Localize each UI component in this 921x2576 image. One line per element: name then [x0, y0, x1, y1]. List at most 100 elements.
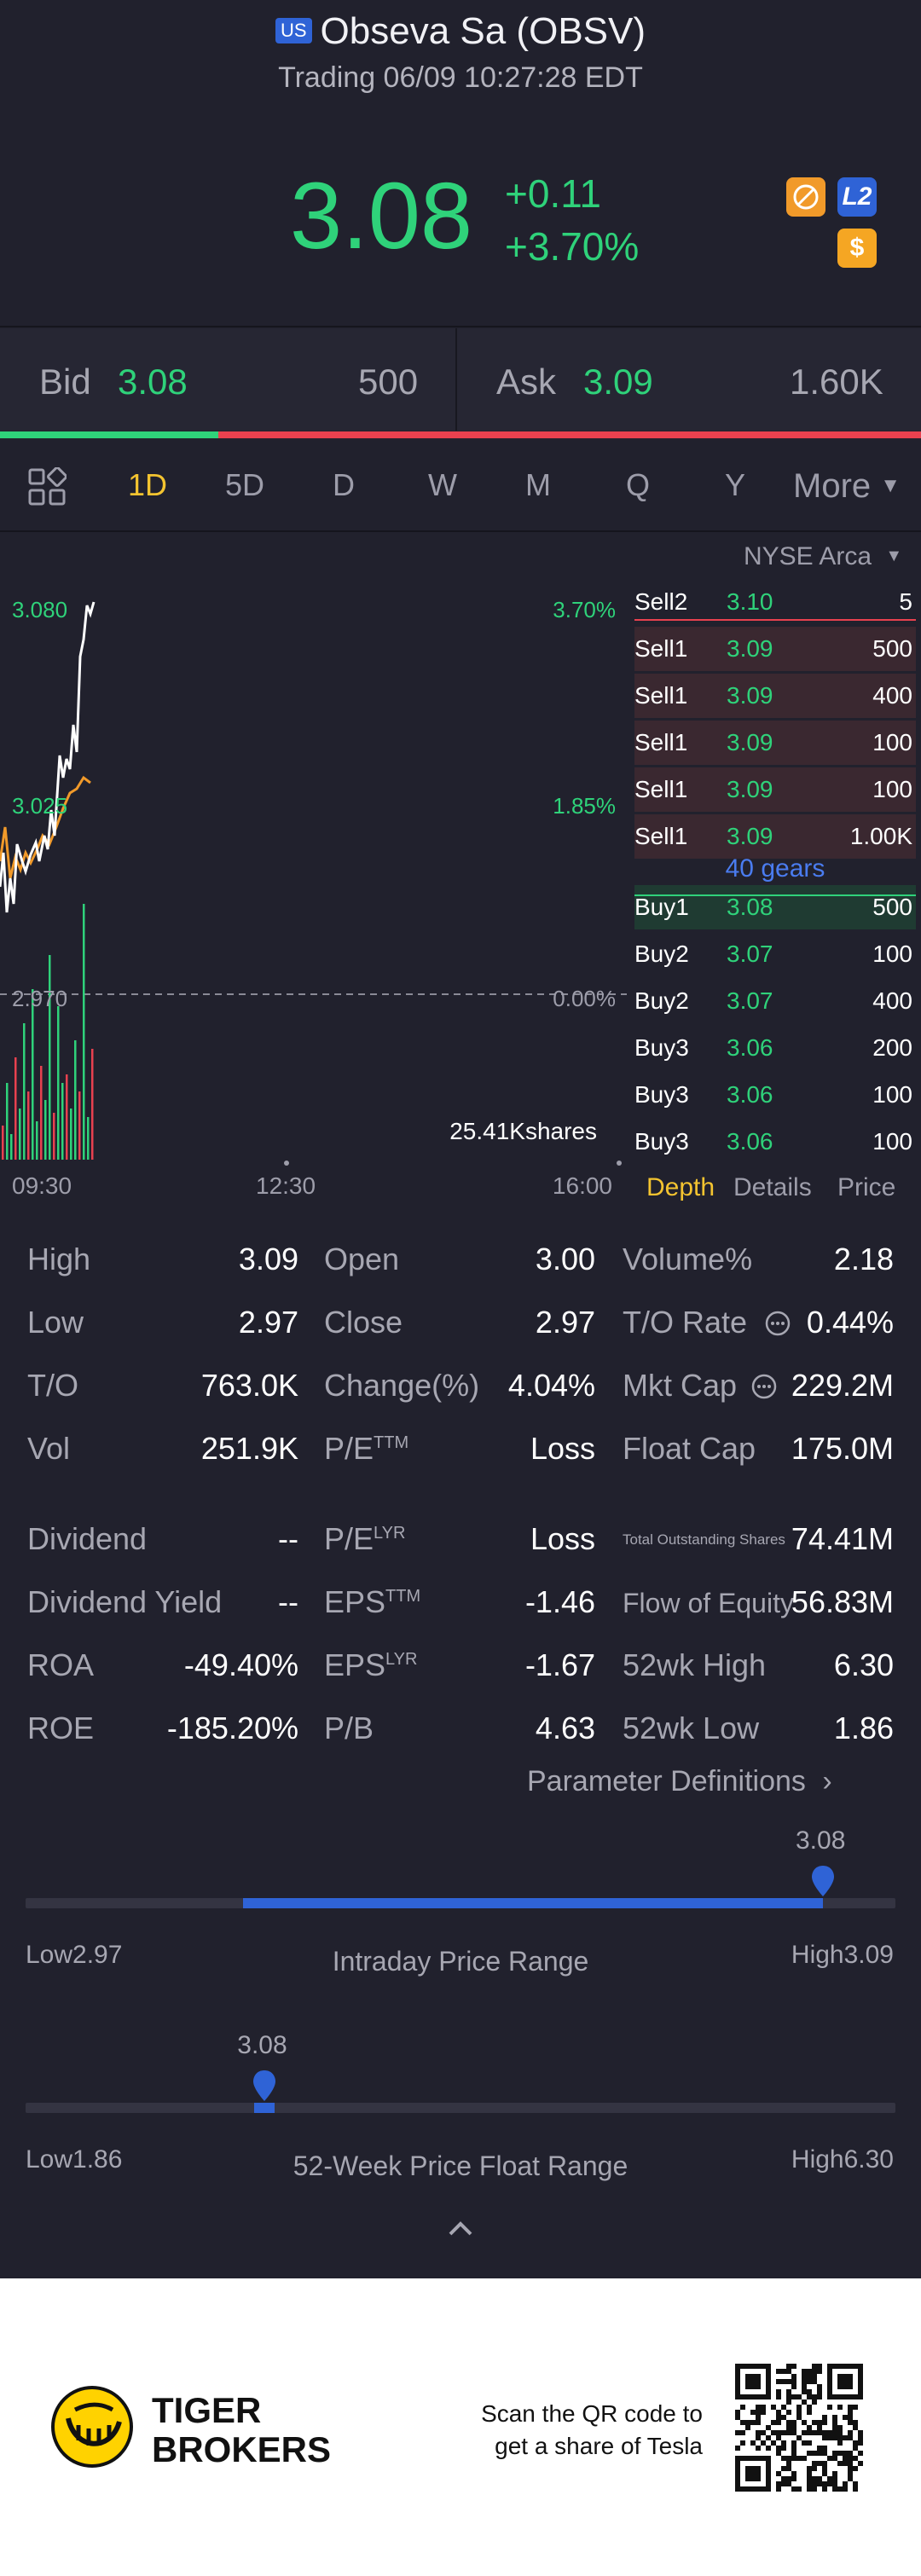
- stat-high-label: High: [27, 1242, 91, 1276]
- promo-line-2: get a share of Tesla: [495, 2433, 703, 2459]
- order-size: 1.00K: [849, 823, 912, 849]
- trading-status: Trading 06/09 10:27:28 EDT: [278, 61, 643, 94]
- stat-dividend-value: --: [278, 1521, 298, 1556]
- last-price: 3.08: [290, 164, 473, 269]
- sell-order-row: Sell1 3.09 500: [634, 627, 916, 671]
- ask-strength-bar: [218, 431, 921, 438]
- chevron-down-icon: ▼: [885, 547, 903, 565]
- bid-price: 3.08: [118, 362, 188, 402]
- tab-details[interactable]: Details: [733, 1173, 812, 1201]
- level2-icon[interactable]: L2: [837, 177, 877, 217]
- stat-float-cap-value: 175.0M: [791, 1431, 894, 1466]
- order-price: 3.09: [727, 823, 773, 849]
- eps-label: EPS: [324, 1647, 386, 1682]
- 52wk-range-track: [26, 2103, 895, 2113]
- sell-divider: [634, 619, 916, 621]
- no-short-icon[interactable]: [786, 177, 825, 217]
- average-price-line: [0, 775, 91, 879]
- bid-ask-divider: [455, 328, 457, 431]
- 52wk-high: High6.30: [791, 2145, 894, 2174]
- price-change: +0.11: [505, 171, 601, 216]
- stat-roa-value: -49.40%: [183, 1647, 298, 1682]
- tab-price[interactable]: Price: [837, 1173, 896, 1201]
- volume-bar: [14, 1057, 17, 1160]
- pct-axis-mid: 1.85%: [553, 793, 616, 819]
- tab-depth[interactable]: Depth: [646, 1173, 715, 1201]
- tab-y[interactable]: Y: [725, 467, 746, 502]
- brand-name: TIGER BROKERS: [152, 2391, 331, 2469]
- y-axis-low: 2.970: [12, 986, 67, 1011]
- collapse-chevron-up-icon[interactable]: [443, 2215, 478, 2245]
- stat-dividend-label: Dividend: [27, 1521, 148, 1556]
- stat-pe-lyr-value: Loss: [530, 1521, 595, 1556]
- exchange-selector[interactable]: NYSE Arca ▼: [744, 542, 902, 571]
- stat-52wk-low-label: 52wk Low: [623, 1711, 760, 1745]
- time-start: 09:30: [12, 1172, 72, 1199]
- stat-vol-label: Vol: [27, 1431, 71, 1466]
- order-level: Buy3: [634, 1081, 689, 1108]
- order-level: Buy3: [634, 1128, 689, 1155]
- order-price: 3.09: [727, 635, 773, 662]
- more-info-icon[interactable]: [764, 1310, 791, 1341]
- exchange-name: NYSE Arca: [744, 542, 872, 570]
- tab-more[interactable]: More ▼: [793, 467, 901, 506]
- parameter-definitions-link[interactable]: Parameter Definitions ›: [527, 1765, 832, 1798]
- volume-bar: [53, 1113, 55, 1160]
- tab-m[interactable]: M: [525, 467, 551, 502]
- qr-code-icon: [735, 2364, 863, 2496]
- order-price: 3.10: [727, 588, 773, 615]
- stat-52wk-high-value: 6.30: [833, 1647, 894, 1682]
- eps-label: EPS: [324, 1584, 386, 1619]
- tiger-logo-icon: [49, 2384, 135, 2474]
- time-tick: [284, 1161, 289, 1166]
- parameter-definitions-label: Parameter Definitions: [527, 1765, 806, 1797]
- sell-order-row: Sell2 3.10 5: [634, 580, 916, 624]
- order-size: 200: [872, 1034, 912, 1061]
- buy-order-row: Buy3 3.06 200: [634, 1026, 916, 1070]
- buy-order-row: Buy3 3.06 100: [634, 1120, 916, 1164]
- stat-eps-ttm-value: -1.46: [524, 1584, 595, 1619]
- brand-line-2: BROKERS: [152, 2429, 332, 2469]
- order-price: 3.08: [727, 894, 773, 920]
- buy-order-row: Buy1 3.08 500: [634, 885, 916, 929]
- ask-size: 1.60K: [790, 362, 883, 402]
- stat-low-value: 2.97: [238, 1305, 298, 1340]
- market-badge: US: [275, 18, 312, 43]
- stat-roe-label: ROE: [27, 1711, 95, 1745]
- stat-pb-label: P/B: [324, 1711, 374, 1745]
- tab-w[interactable]: W: [428, 467, 457, 502]
- more-info-icon[interactable]: [750, 1373, 778, 1404]
- time-end: 16:00: [553, 1172, 612, 1199]
- intraday-chart[interactable]: 3.080 3.025 2.970 3.70% 1.85% 0.00% 25.4…: [0, 554, 631, 1202]
- order-size: 500: [872, 894, 912, 920]
- dollar-icon[interactable]: $: [837, 229, 877, 268]
- time-tick: [617, 1161, 622, 1166]
- order-size: 400: [872, 682, 912, 709]
- divider: [0, 326, 921, 327]
- ask-price: 3.09: [583, 362, 653, 402]
- stat-roa-label: ROA: [27, 1647, 95, 1682]
- stat-roe-value: -185.20%: [166, 1711, 298, 1745]
- volume-bar: [6, 1083, 9, 1160]
- tab-5d[interactable]: 5D: [225, 467, 265, 502]
- buy-order-row: Buy3 3.06 100: [634, 1073, 916, 1117]
- stock-name: Obseva Sa (OBSV): [320, 10, 646, 52]
- order-level: Sell1: [634, 823, 688, 849]
- bid-ask-bar: [0, 328, 921, 431]
- promo-text: Scan the QR code to get a share of Tesla: [443, 2398, 703, 2463]
- tab-1d[interactable]: 1D: [128, 467, 168, 502]
- stock-title: US Obseva Sa (OBSV): [0, 10, 921, 53]
- order-price: 3.09: [727, 682, 773, 709]
- order-price: 3.07: [727, 941, 773, 967]
- stat-total-outstanding-label: Total Outstanding Shares: [623, 1531, 785, 1548]
- spread-divider: [634, 894, 916, 896]
- order-level: Sell1: [634, 635, 688, 662]
- stat-flow-of-equity-value: 56.83M: [791, 1584, 894, 1619]
- lyr-superscript: LYR: [374, 1524, 406, 1543]
- map-pin-icon: [810, 1864, 836, 1902]
- tab-q[interactable]: Q: [626, 467, 651, 502]
- grid-layout-icon[interactable]: [27, 466, 67, 511]
- ttm-superscript: TTM: [374, 1433, 409, 1452]
- tab-d[interactable]: D: [333, 467, 355, 502]
- volume-bar: [49, 955, 51, 1160]
